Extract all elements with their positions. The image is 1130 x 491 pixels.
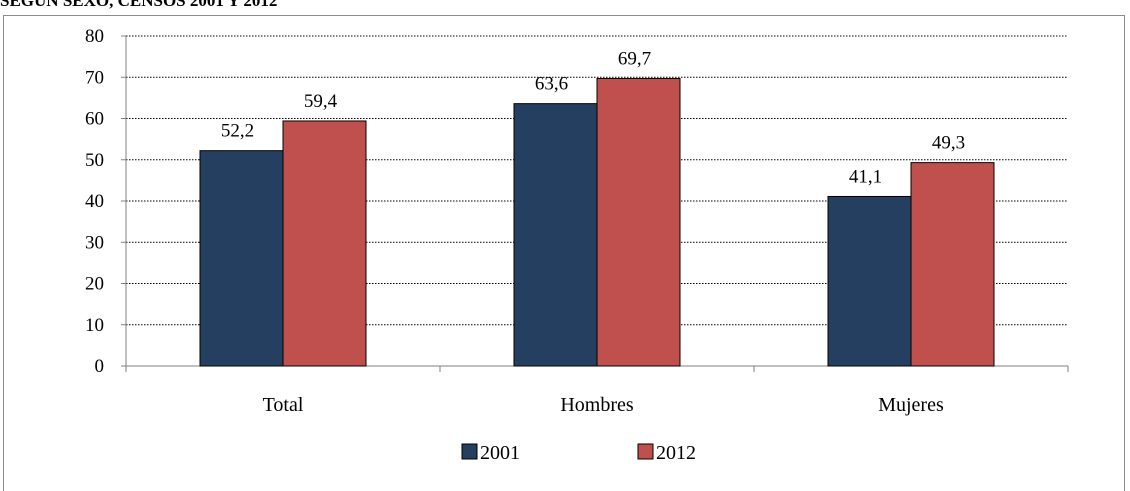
bar-2012-hombres [596, 77, 681, 367]
y-tick-label: 30 [85, 232, 104, 253]
y-tick-label: 80 [85, 26, 104, 47]
bar-2012-mujeres [910, 162, 995, 367]
chart-frame [3, 15, 1125, 491]
legend-swatch-2001 [461, 443, 478, 460]
data-label: 69,7 [618, 48, 651, 69]
legend-swatch-2012 [637, 443, 654, 460]
bar-2001-hombres [513, 103, 598, 367]
y-tick-label: 40 [85, 191, 104, 212]
data-label: 52,2 [221, 121, 254, 142]
x-category-label: Hombres [560, 394, 634, 416]
legend-label: 2001 [480, 442, 520, 464]
chart-title-fragment: SEGÚN SEXO, CENSOS 2001 Y 2012 [0, 0, 278, 10]
y-tick-label: 70 [85, 67, 104, 88]
data-label: 41,1 [849, 166, 882, 187]
data-label: 63,6 [535, 74, 568, 95]
x-category-label: Total [263, 394, 304, 416]
y-tick-label: 60 [85, 109, 104, 130]
x-category-label: Mujeres [878, 394, 944, 416]
legend-label: 2012 [656, 442, 696, 464]
y-tick-label: 20 [85, 274, 104, 295]
y-tick-label: 10 [85, 315, 104, 336]
bar-2001-mujeres [827, 195, 912, 367]
data-label: 59,4 [304, 91, 338, 112]
y-tick-label: 0 [95, 356, 105, 377]
y-tick-label: 50 [85, 150, 104, 171]
bar-2001-total [199, 150, 284, 367]
bar-2012-total [282, 120, 367, 367]
data-label: 49,3 [932, 133, 965, 154]
